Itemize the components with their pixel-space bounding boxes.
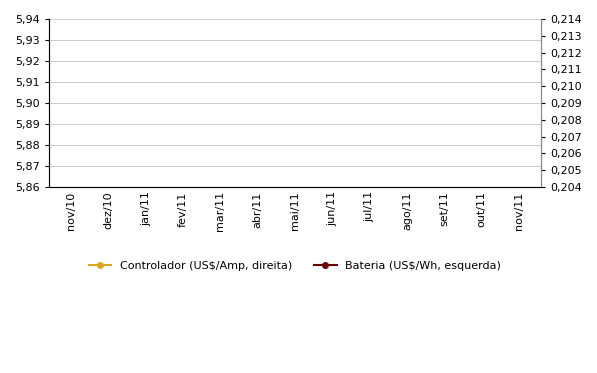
Legend: Controlador (US$/Amp, direita), Bateria (US$/Wh, esquerda): Controlador (US$/Amp, direita), Bateria … — [84, 257, 506, 275]
